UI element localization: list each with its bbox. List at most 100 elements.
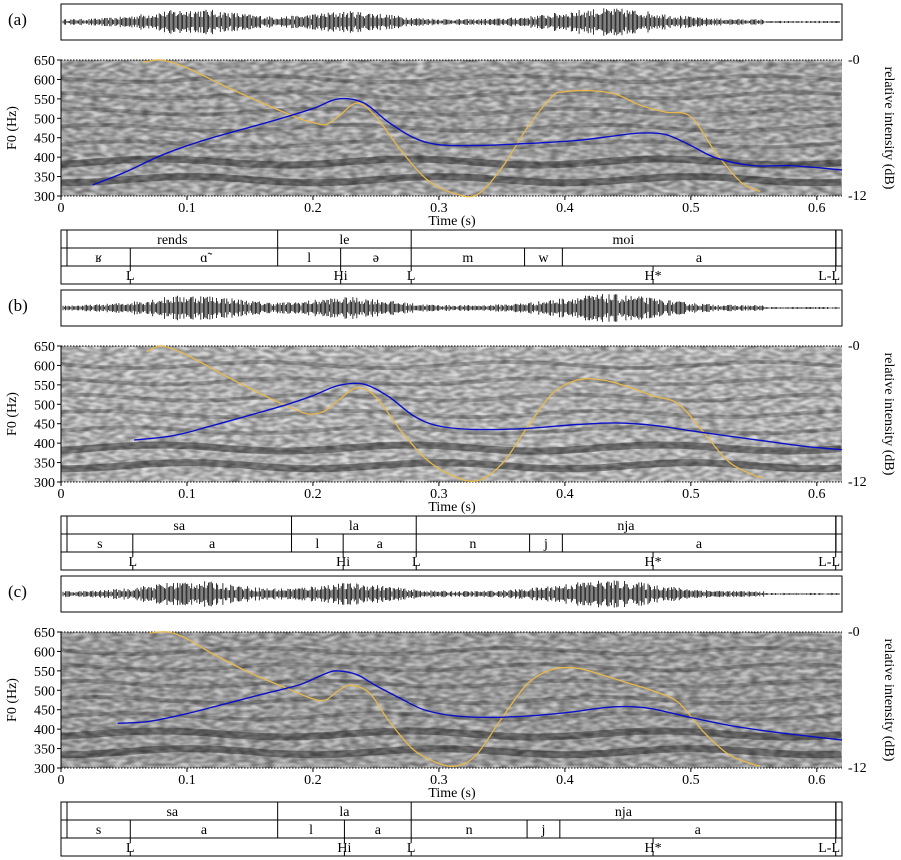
x-tick-label: 0.5 [682, 201, 700, 216]
segment-label: w [538, 251, 549, 266]
panel-label: (b) [8, 296, 28, 315]
x-tick-label: 0.3 [430, 773, 448, 788]
y-tick-label: 600 [34, 359, 55, 374]
word-label: moi [613, 233, 635, 248]
y2-tick-bottom: -12 [848, 475, 867, 490]
tone-label: Hi [336, 555, 350, 570]
y2-tick-bottom: -12 [848, 189, 867, 204]
y-tick-label: 400 [34, 151, 55, 166]
word-label: nja [617, 519, 635, 534]
tone-label: H* [644, 269, 661, 284]
y-tick-label: 500 [34, 398, 55, 413]
x-axis-label: Time (s) [428, 500, 476, 515]
y-tick-label: 500 [34, 112, 55, 127]
segment-label: n [469, 537, 476, 552]
segment-label: j [543, 537, 548, 552]
y-tick-label: 550 [34, 93, 55, 108]
segment-label: s [97, 537, 102, 552]
y-tick-label: 650 [34, 626, 55, 641]
y2-axis-label: relative intensity (dB) [881, 353, 896, 476]
x-axis-label: Time (s) [428, 786, 476, 801]
y2-tick-bottom: -12 [848, 761, 867, 776]
waveform-frame [60, 3, 843, 41]
segment-label: a [696, 537, 703, 552]
tone-label: H* [644, 555, 661, 570]
segment-label: s [96, 823, 101, 838]
tone-label: L-L [818, 841, 840, 856]
y2-tick-top: -0 [848, 339, 860, 354]
segment-label: l [307, 251, 311, 266]
waveform [62, 294, 840, 322]
word-label: sa [173, 519, 185, 534]
word-label: la [349, 519, 360, 534]
word-label: nja [615, 805, 633, 820]
y-tick-label: 350 [34, 171, 55, 186]
y-tick-label: 400 [34, 723, 55, 738]
segment-label: m [462, 251, 473, 266]
x-tick-label: 0.6 [808, 773, 826, 788]
y-tick-label: 550 [34, 665, 55, 680]
y-tick-label: 400 [34, 437, 55, 452]
x-tick-label: 0.3 [430, 487, 448, 502]
segment-label: a [201, 823, 208, 838]
tone-label: L [129, 555, 138, 570]
tone-label: L [126, 269, 135, 284]
y-tick-label: 600 [34, 73, 55, 88]
segment-label: a [696, 251, 703, 266]
y-axis-ticks: 300 350 400 450 500 550 600 650 [34, 54, 62, 205]
waveform-frame [60, 289, 843, 327]
x-tick-label: 0.1 [178, 487, 196, 502]
annotation-tiers: rends le moi ʁ ɑ̃ l ə m w a L Hi L H* L-L [60, 229, 843, 285]
x-tick-label: 0 [58, 487, 65, 502]
y-axis-ticks: 300 350 400 450 500 550 600 650 [34, 340, 62, 491]
f0-curve [117, 670, 843, 741]
y2-tick-top: -0 [848, 625, 860, 640]
x-tick-label: 0 [58, 201, 65, 216]
segment-label: l [315, 537, 319, 552]
x-tick-label: 0.4 [556, 487, 574, 502]
f0-curve [134, 382, 843, 451]
y2-tick-top: -0 [848, 53, 860, 68]
x-tick-label: 0.2 [304, 487, 322, 502]
x-tick-label: 0.2 [304, 773, 322, 788]
panel-label: (a) [8, 10, 27, 29]
segment-label: n [466, 823, 473, 838]
segment-label: a [377, 537, 384, 552]
y-axis-label: F0 (Hz) [5, 678, 20, 722]
word-label: le [339, 233, 349, 248]
y-tick-label: 500 [34, 684, 55, 699]
tone-label: L-L [818, 555, 840, 570]
y-axis-ticks: 300 350 400 450 500 550 600 650 [34, 626, 62, 777]
y-tick-label: 650 [34, 54, 55, 69]
spectrogram-speckle [61, 60, 842, 196]
x-tick-label: 0 [58, 773, 65, 788]
panel-label: (c) [8, 582, 27, 601]
y-tick-label: 650 [34, 340, 55, 355]
x-axis-ticks: 0 0.1 0.2 0.3 0.4 0.5 0.6 [58, 196, 826, 216]
y-tick-label: 550 [34, 379, 55, 394]
x-axis-ticks: 0 0.1 0.2 0.3 0.4 0.5 0.6 [58, 482, 826, 502]
y-tick-label: 350 [34, 457, 55, 472]
word-label: la [339, 805, 350, 820]
tone-label: Hi [334, 269, 348, 284]
y-tick-label: 600 [34, 645, 55, 660]
intensity-curve [142, 59, 761, 198]
y-tick-label: 300 [34, 762, 55, 777]
word-label: rends [157, 233, 187, 248]
tier-frame [60, 515, 843, 571]
y-tick-label: 450 [34, 418, 55, 433]
waveform [62, 580, 840, 608]
waveform-frame [60, 575, 843, 613]
spectrogram-speckle [61, 346, 842, 482]
tone-label: L [412, 555, 421, 570]
x-tick-label: 0.5 [682, 773, 700, 788]
y-tick-label: 450 [34, 704, 55, 719]
x-tick-label: 0.3 [430, 201, 448, 216]
y-tick-label: 350 [34, 743, 55, 758]
x-tick-label: 0.6 [808, 201, 826, 216]
tone-label: L-L [818, 269, 840, 284]
